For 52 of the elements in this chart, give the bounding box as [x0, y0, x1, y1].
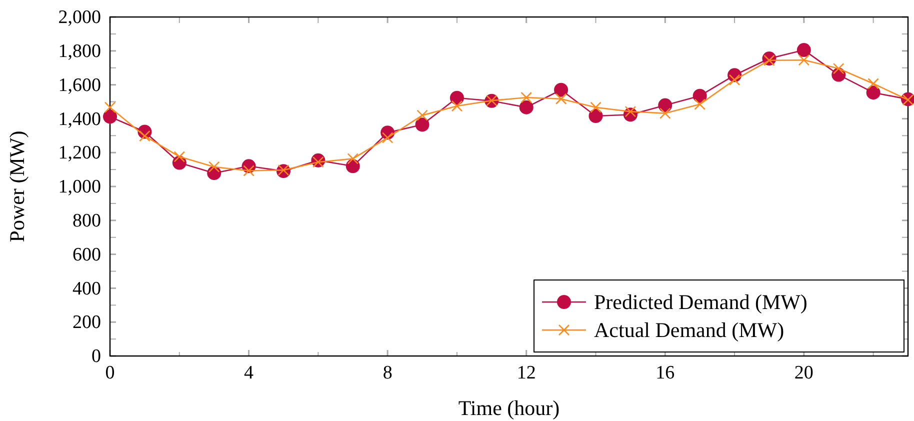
point: [278, 164, 290, 176]
point: [866, 86, 880, 100]
y-tick-label: 1,400: [58, 108, 101, 130]
y-axis-title: Power (MW): [5, 130, 29, 242]
x-tick-label: 16: [656, 362, 675, 384]
x-tick-label: 8: [382, 362, 392, 384]
point: [520, 92, 532, 104]
point: [103, 110, 117, 124]
y-tick-label: 200: [72, 312, 101, 334]
point: [832, 62, 844, 74]
point: [450, 90, 464, 105]
y-tick-label: 1,800: [58, 40, 101, 62]
point: [868, 78, 879, 90]
y-tick-label: 1,000: [58, 176, 101, 198]
point: [555, 93, 567, 105]
y-tick-label: 0: [92, 346, 101, 368]
point: [554, 82, 568, 97]
y-tick-label: 800: [72, 210, 101, 232]
point: [694, 98, 706, 110]
legend-label: Predicted Demand (MW): [594, 290, 808, 314]
x-tick-label: 0: [105, 362, 115, 384]
point: [382, 132, 394, 144]
y-tick-label: 1,600: [58, 74, 101, 96]
point: [796, 43, 811, 58]
point: [590, 102, 602, 113]
point: [347, 153, 359, 164]
point: [798, 54, 810, 66]
point: [451, 100, 463, 112]
y-tick-label: 2,000: [58, 7, 101, 28]
point: [208, 161, 220, 172]
point: [588, 108, 603, 123]
y-tick-label: 600: [72, 244, 101, 266]
point: [764, 54, 775, 66]
point: [624, 106, 636, 118]
point: [692, 88, 707, 103]
point: [174, 151, 186, 162]
x-tick-label: 20: [794, 362, 814, 384]
point: [519, 100, 534, 114]
x-tick-label: 12: [516, 362, 536, 384]
y-tick-label: 1,200: [58, 142, 101, 164]
point: [659, 108, 671, 119]
point: [312, 156, 324, 168]
point: [104, 102, 116, 113]
point: [728, 74, 740, 86]
x-tick-label: 4: [244, 362, 254, 384]
point: [139, 130, 150, 142]
legend-label: Actual Demand (MW): [594, 318, 784, 342]
x-axis-title: Time (hour): [458, 396, 560, 420]
point: [243, 165, 254, 176]
y-tick-label: 400: [72, 278, 101, 300]
point: [416, 110, 428, 121]
point: [415, 118, 430, 132]
